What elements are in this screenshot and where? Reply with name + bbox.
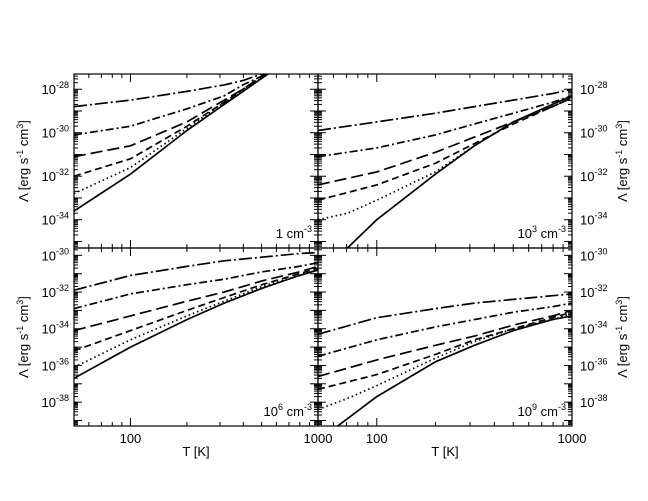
series-line-long-dashed: [74, 74, 268, 158]
series-line-dash-dot: [74, 261, 318, 310]
panel-p3: 10-38 10-36 10-34 10-32 10-30 100 1000 106 cm-3…: [15, 246, 332, 446]
series-line-solid: [337, 315, 572, 426]
panel-frame: [317, 73, 573, 249]
x-tick-label: 1000: [558, 431, 587, 446]
y-tick-label: 10-34: [580, 320, 607, 337]
panel-p4: 10-38 10-36 10-34 10-32 10-30 100 1000 109 cm-3…: [317, 246, 630, 446]
series-line-long-dash-dot: [74, 74, 264, 108]
series-line-long-dash-dot: [74, 251, 318, 292]
panel-p2: 10-34 10-32 10-30 10-28 103 cm-3 Λ [erg s-1 c…: [317, 73, 630, 249]
series-line-dotted: [74, 269, 318, 369]
x-tick-label: 100: [366, 431, 388, 446]
series-line-solid: [74, 269, 318, 380]
y-axis-label: Λ [erg s-1 cm3]: [15, 120, 31, 202]
y-axis-label: Λ [erg s-1 cm3]: [614, 120, 630, 202]
panel-frame: [317, 247, 573, 427]
series-line-dotted: [318, 313, 572, 411]
y-tick-label: 10-34: [580, 211, 607, 228]
density-label: 1 cm-3: [276, 224, 312, 241]
series-line-dashed: [318, 311, 572, 391]
series-line-long-dash-dot: [318, 293, 572, 336]
x-tick-label: 100: [120, 431, 142, 446]
panel-frame: [73, 73, 319, 249]
x-tick-label: 1000: [304, 431, 333, 446]
y-tick-label: 10-32: [42, 167, 69, 184]
series-line-long-dash-dot: [318, 88, 572, 132]
series-line-dash-dot: [318, 302, 572, 358]
density-label: 106 cm-3: [264, 402, 312, 419]
series-line-long-dashed: [74, 265, 318, 332]
series-line-dashed: [74, 267, 318, 352]
series-line-long-dashed: [318, 309, 572, 378]
y-tick-label: 10-28: [580, 80, 607, 97]
x-axis-label: T [K]: [182, 444, 209, 459]
y-tick-label: 10-34: [42, 211, 69, 228]
y-tick-label: 10-32: [580, 167, 607, 184]
y-tick-label: 10-30: [42, 124, 69, 141]
series-line-solid: [346, 95, 572, 248]
series-line-solid: [74, 74, 270, 212]
y-tick-label: 10-36: [580, 356, 607, 373]
y-tick-label: 10-32: [580, 283, 607, 300]
y-tick-label: 10-36: [42, 356, 69, 373]
y-tick-label: 10-30: [580, 246, 607, 263]
density-label: 103 cm-3: [518, 224, 566, 241]
series-line-dashed: [74, 74, 270, 178]
y-tick-label: 10-34: [42, 320, 69, 337]
x-axis-label: T [K]: [431, 444, 458, 459]
y-tick-label: 10-28: [42, 80, 69, 97]
y-axis-label: Λ [erg s-1 cm3]: [614, 296, 630, 378]
panel-p1: 10-34 10-32 10-30 10-28 1 cm-3 Λ [erg s-1 cm3…: [15, 73, 319, 249]
density-label: 109 cm-3: [518, 402, 566, 419]
series-line-dash-dot: [318, 94, 572, 158]
series-line-dash-dot: [74, 74, 268, 136]
y-tick-label: 10-32: [42, 283, 69, 300]
y-tick-label: 10-30: [42, 246, 69, 263]
series-line-long-dashed: [318, 97, 572, 186]
y-tick-label: 10-30: [580, 124, 607, 141]
y-tick-label: 10-38: [42, 393, 69, 410]
y-tick-label: 10-38: [580, 393, 607, 410]
y-axis-label: Λ [erg s-1 cm3]: [15, 296, 31, 378]
